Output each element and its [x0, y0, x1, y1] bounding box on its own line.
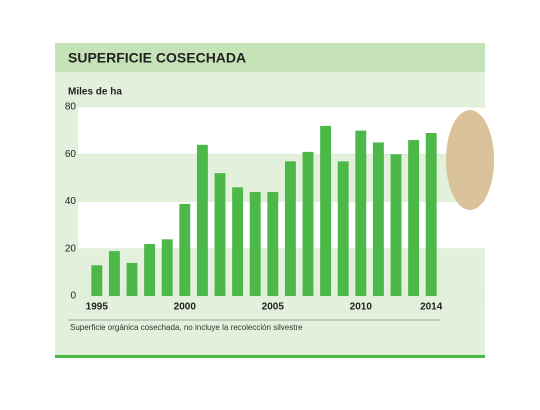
bar	[267, 192, 279, 296]
decoration	[446, 110, 494, 210]
bar	[284, 161, 296, 296]
bar	[144, 244, 156, 296]
bar	[355, 130, 367, 296]
bar	[179, 203, 191, 296]
bar	[214, 173, 226, 296]
x-tick-label: 2005	[262, 302, 285, 313]
y-axis-label: Miles de ha	[68, 87, 122, 98]
y-tick-label: 60	[65, 149, 77, 160]
bar	[126, 262, 138, 296]
note: Superficie orgánica cosechada, no incluy…	[70, 323, 303, 332]
x-tick-label: 2010	[350, 302, 373, 313]
bar	[337, 161, 349, 296]
bar	[232, 187, 244, 296]
grid-band	[78, 201, 485, 249]
bar	[108, 251, 120, 296]
bar	[196, 144, 208, 296]
x-tick-label: 1995	[86, 302, 109, 313]
bar	[161, 239, 173, 296]
bar	[372, 142, 384, 296]
grid-band	[78, 107, 485, 155]
y-tick-label: 0	[70, 291, 76, 302]
y-tick-label: 40	[65, 196, 77, 207]
x-tick-label: 2014	[420, 302, 443, 313]
bar	[249, 192, 261, 296]
bar	[408, 140, 420, 296]
bar	[320, 125, 332, 297]
x-tick-label: 2000	[174, 302, 197, 313]
bar	[390, 154, 402, 296]
y-tick-label: 20	[65, 243, 77, 254]
bar	[425, 132, 437, 296]
bottom-rule	[55, 355, 485, 358]
chart-title: SUPERFICIE COSECHADA	[68, 50, 246, 66]
bar	[91, 265, 103, 296]
title-bar	[55, 43, 485, 72]
bar	[302, 151, 314, 296]
y-tick-label: 80	[65, 102, 77, 113]
